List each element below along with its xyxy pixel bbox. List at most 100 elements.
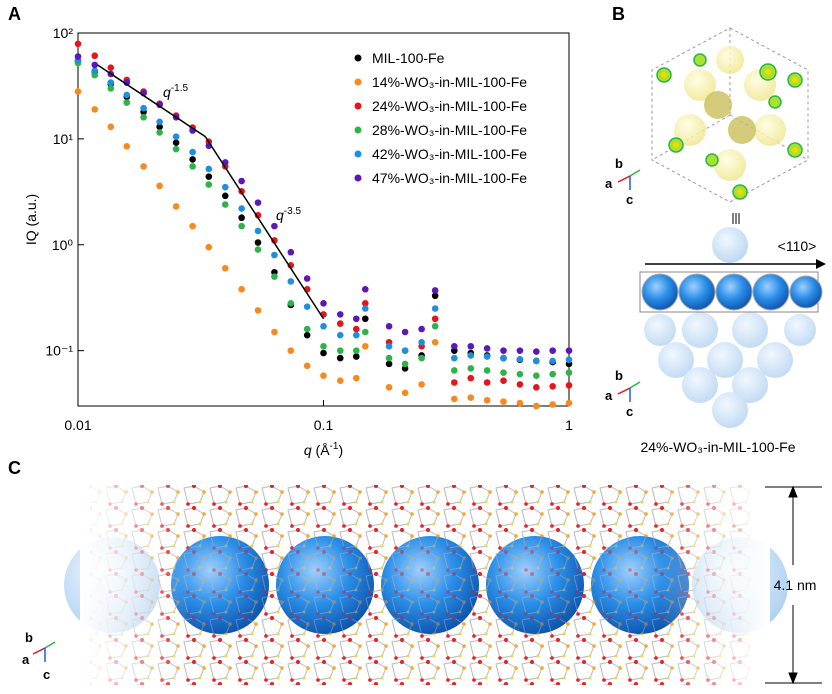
data-point: [500, 398, 507, 405]
data-point: [156, 101, 163, 109]
data-point: [271, 251, 278, 259]
data-point: [401, 360, 409, 368]
x-tick-label: 1: [565, 417, 573, 433]
data-point: [140, 163, 147, 170]
data-point: [352, 315, 360, 323]
legend-label: 47%-WO₃-in-MIL-100-Fe: [372, 170, 527, 186]
axis-letter: a: [605, 176, 613, 191]
data-point: [500, 369, 507, 376]
data-point: [140, 104, 147, 112]
y-tick-label: 10⁻¹: [45, 343, 73, 359]
data-point: [123, 79, 131, 86]
data-point: [254, 211, 262, 219]
y-tick-label: 10¹: [53, 131, 74, 147]
data-point: [418, 325, 425, 333]
data-point: [533, 384, 540, 391]
data-point: [450, 354, 458, 362]
data-point: [336, 311, 344, 318]
data-point: [74, 40, 82, 48]
data-point: [467, 394, 475, 401]
data-point: [431, 292, 439, 300]
legend-marker: [354, 78, 362, 86]
axis-letter: b: [615, 368, 623, 383]
panel-caption: 24%-WO₃-in-MIL-100-Fe: [640, 439, 795, 455]
data-point: [418, 381, 425, 388]
data-point: [74, 53, 82, 60]
fit-annotation: q-3.5: [276, 206, 301, 223]
data-point: [123, 143, 131, 150]
data-point: [431, 305, 439, 312]
axis-letter: c: [626, 404, 633, 419]
data-point: [431, 322, 439, 330]
axis-letter: c: [626, 192, 633, 207]
legend-label: MIL-100-Fe: [372, 50, 445, 66]
y-tick-label: 10²: [53, 25, 74, 41]
data-point: [221, 201, 229, 208]
data-point: [533, 402, 540, 410]
data-point: [467, 342, 475, 350]
data-point: [205, 243, 213, 251]
data-point: [516, 347, 524, 354]
data-point: [287, 278, 295, 285]
data-point: [500, 354, 507, 362]
data-point: [271, 328, 278, 336]
data-point: [320, 372, 327, 379]
axis-letter: a: [22, 652, 30, 667]
data-point: [500, 347, 507, 354]
data-point: [303, 303, 311, 311]
x-axis-label-unit: (Å: [312, 442, 331, 458]
legend-marker: [354, 174, 362, 182]
y-tick-label: 10⁰: [52, 237, 74, 253]
fit-annotation: q-1.5: [163, 83, 188, 100]
direction-label: <110>: [778, 238, 817, 254]
data-point: [91, 106, 99, 113]
data-point: [431, 287, 439, 294]
data-point: [320, 342, 327, 350]
fit-annotation-base: q: [163, 84, 171, 100]
data-point: [336, 377, 344, 385]
dimension-marker: [765, 485, 822, 685]
data-point: [352, 353, 360, 360]
data-point: [549, 401, 556, 408]
data-point: [385, 342, 393, 350]
data-point: [431, 315, 439, 323]
data-point: [516, 399, 524, 407]
data-point: [565, 356, 573, 364]
data-point: [254, 246, 262, 253]
data-point: [303, 362, 311, 370]
axis-letter: b: [615, 156, 623, 171]
data-point: [533, 357, 540, 365]
data-point: [303, 325, 311, 333]
data-point: [320, 349, 327, 357]
equivalence-sign: [732, 213, 740, 224]
data-point: [352, 347, 360, 354]
data-point: [287, 248, 295, 256]
data-point: [352, 331, 360, 339]
data-point: [565, 382, 573, 389]
data-point: [172, 203, 180, 210]
data-point: [172, 133, 180, 140]
data-point: [172, 145, 180, 153]
data-point: [385, 354, 393, 362]
data-point: [361, 328, 369, 336]
panel-label: A: [8, 4, 21, 24]
data-point: [565, 347, 573, 354]
data-point: [565, 399, 573, 407]
data-point: [303, 331, 311, 339]
axis-letter: c: [43, 667, 50, 682]
data-point: [516, 370, 524, 378]
legend-label: 42%-WO₃-in-MIL-100-Fe: [372, 146, 527, 162]
y-axis-label: IQ (a.u.): [23, 194, 39, 245]
data-point: [401, 328, 409, 336]
data-point: [549, 370, 556, 378]
data-point: [352, 325, 360, 333]
data-point: [450, 342, 458, 350]
x-axis-label-tail: ): [338, 442, 343, 458]
data-point: [361, 305, 369, 312]
data-point: [516, 355, 524, 363]
data-point: [189, 222, 196, 230]
data-point: [483, 353, 491, 360]
data-point: [401, 389, 409, 397]
data-point: [287, 299, 295, 307]
data-point: [565, 369, 573, 376]
